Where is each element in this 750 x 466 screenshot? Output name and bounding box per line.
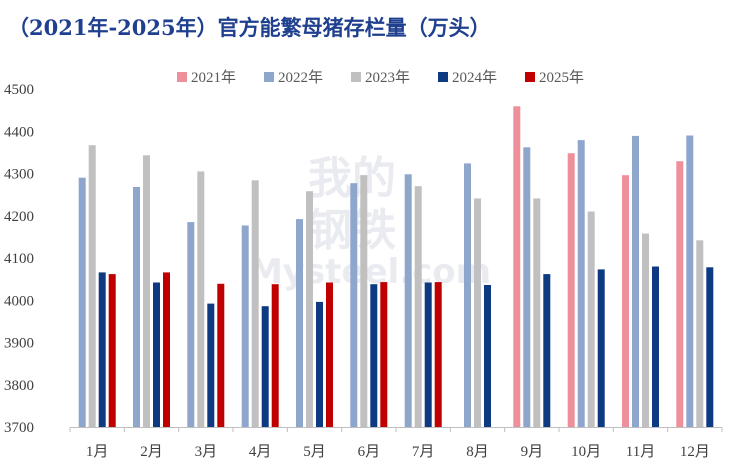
legend-label-2022年: 2022年 [278,69,323,86]
bar-2024年-4月 [261,306,269,427]
bar-2025年-3月 [217,283,225,427]
bar-2023年-4月 [251,180,259,427]
bar-2022年-1月 [78,177,86,427]
bar-2024年-1月 [98,272,106,427]
y-tick-label: 4200 [4,209,34,225]
bar-2024年-12月 [706,267,714,427]
bar-2024年-9月 [543,274,551,427]
bar-2022年-10月 [577,140,585,427]
bar-2024年-3月 [207,303,215,427]
legend-label-2021年: 2021年 [191,69,236,86]
bar-2023年-3月 [197,171,205,427]
y-tick-label: 4000 [4,293,34,309]
bar-2023年-10月 [587,211,595,427]
chart-title: （2021年-2025年）官方能繁母猪存栏量（万头） [8,15,491,40]
x-tick-label: 7月 [412,444,435,460]
x-tick-label: 1月 [86,444,109,460]
y-tick-label: 3800 [4,378,34,394]
bar-2023年-11月 [642,233,649,427]
bar-2024年-8月 [484,285,491,427]
bar-2023年-9月 [533,198,541,427]
bar-2025年-6月 [380,282,388,427]
y-tick-label: 4300 [4,167,34,183]
legend-label-2024年: 2024年 [452,69,497,86]
bar-2023年-6月 [360,175,368,427]
bar-2022年-11月 [632,135,639,427]
legend-swatch-2022年 [264,72,274,82]
legend-swatch-2024年 [438,72,448,82]
y-tick-label: 4100 [4,251,34,267]
x-tick-label: 6月 [358,444,381,460]
bar-2023年-2月 [143,155,150,428]
x-tick-label: 8月 [466,444,489,460]
legend: 2021年 2022年 2023年 2024年 2025年 [177,69,584,86]
bar-2023年-1月 [88,145,96,427]
x-tick-label: 4月 [249,444,272,460]
x-tick-label: 5月 [303,444,326,460]
bar-2022年-12月 [686,135,694,427]
bar-2025年-7月 [434,282,442,427]
y-tick-label: 3700 [4,420,34,436]
bar-2022年-3月 [187,222,195,427]
bar-2021年-12月 [676,161,684,427]
bar-2023年-5月 [306,191,313,427]
bar-2024年-6月 [370,284,378,427]
x-tick-label: 12月 [680,444,710,460]
bars [78,106,714,428]
bar-2025年-1月 [108,274,116,427]
watermark-line3: Mysteel.com [249,252,491,292]
bar-2022年-9月 [523,147,531,428]
bar-2025年-5月 [326,282,333,427]
y-tick-label: 4400 [4,124,34,140]
x-tick-label: 10月 [571,444,601,460]
legend-label-2025年: 2025年 [539,69,584,86]
bar-2021年-9月 [513,106,521,428]
bar-2022年-6月 [350,183,358,427]
bar-2022年-5月 [296,219,303,427]
watermark: 我的钢铁Mysteel.com [249,153,491,292]
bar-2022年-7月 [404,174,412,427]
legend-swatch-2023年 [351,72,361,82]
y-axis: 3700 3800 3900 4000 4100 4200 4300 4400 4500 [4,82,34,436]
bar-2022年-8月 [464,163,471,427]
bar-2024年-2月 [153,282,160,427]
legend-swatch-2025年 [525,72,535,82]
bar-2023年-12月 [696,240,704,427]
x-tick-label: 2月 [140,444,163,460]
y-tick-label: 3900 [4,336,34,352]
x-tick-label: 3月 [195,444,218,460]
x-tick-label: 9月 [521,444,544,460]
bar-2025年-2月 [163,272,170,427]
x-axis: 1月 2月 3月 4月 5月 6月 7月 8月 9月 10月 11月 12月 [69,427,723,460]
y-tick-label: 4500 [4,82,34,98]
x-tick-label: 11月 [626,444,655,460]
bar-2021年-11月 [622,175,629,427]
bar-2022年-4月 [241,225,249,427]
bar-2023年-7月 [414,186,422,427]
bar-2024年-11月 [652,266,659,427]
bar-2024年-5月 [316,301,323,427]
legend-swatch-2021年 [177,72,187,82]
bar-2024年-10月 [597,269,605,427]
bar-2025年-4月 [271,284,279,427]
bar-2022年-2月 [133,187,140,427]
bar-2024年-7月 [424,282,432,427]
legend-label-2023年: 2023年 [365,69,410,86]
bar-2021年-10月 [567,153,575,427]
bar-2023年-8月 [474,198,481,427]
